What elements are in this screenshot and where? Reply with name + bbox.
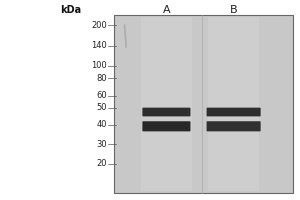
Bar [114,15,293,193]
Text: 40: 40 [96,120,107,129]
Text: 80: 80 [96,74,107,83]
Text: 100: 100 [91,61,107,70]
Text: 30: 30 [96,140,107,149]
Text: kDa: kDa [60,5,81,15]
FancyBboxPatch shape [142,108,190,116]
Text: 20: 20 [96,159,107,168]
Bar [208,17,259,191]
Text: 200: 200 [91,21,107,30]
Text: B: B [230,5,237,15]
Text: 140: 140 [91,41,107,50]
Bar [141,17,192,191]
Text: 50: 50 [96,103,107,112]
FancyBboxPatch shape [142,121,190,131]
Text: 60: 60 [96,91,107,100]
Text: A: A [163,5,170,15]
FancyBboxPatch shape [207,121,261,131]
FancyBboxPatch shape [207,108,261,116]
